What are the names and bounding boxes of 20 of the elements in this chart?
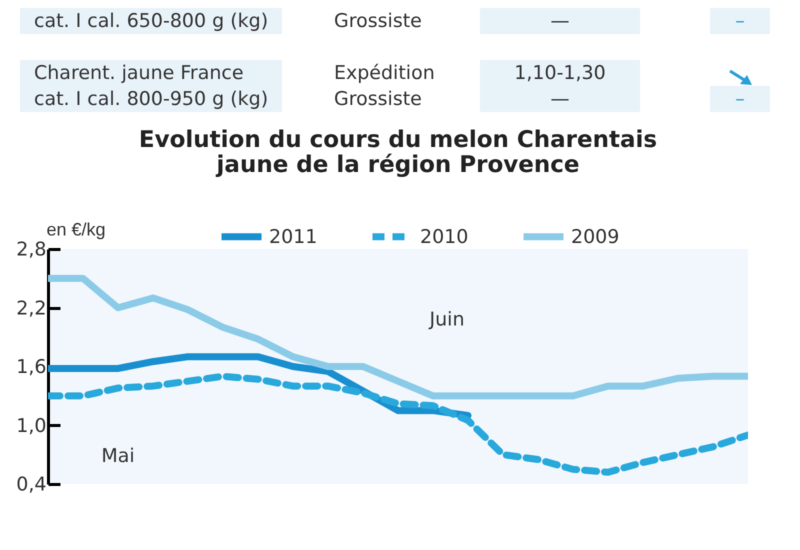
legend-label: 2009: [571, 226, 620, 248]
chart-title: Evolution du cours du melon Charentais jaune de la région Provence: [138, 127, 658, 178]
legend-label: 2011: [269, 226, 318, 248]
y-tick-label: 1,6: [16, 356, 46, 378]
annotation: Juin: [428, 308, 464, 330]
text: cat. I cal. 650-800 g (kg): [20, 8, 282, 34]
text: Expédition Grossiste: [333, 61, 436, 112]
y-tick-label: 1,0: [16, 414, 46, 437]
y-tick-label: 0,4: [16, 474, 46, 496]
text: –: [710, 86, 770, 112]
text: —: [480, 8, 640, 34]
annotation: Mai: [101, 444, 135, 467]
text: Charent. jaune France cat. I cal. 800-950 g (kg): [20, 60, 282, 112]
legend-label: 2010: [420, 226, 468, 248]
y-tick-label: 2,8: [16, 238, 46, 260]
text: Grossiste: [333, 9, 423, 34]
y-axis-title: en €/kg: [46, 220, 106, 240]
text: –: [710, 8, 770, 34]
text: 1,10-1,30 —: [480, 60, 640, 112]
y-tick-label: 2,2: [16, 297, 46, 320]
